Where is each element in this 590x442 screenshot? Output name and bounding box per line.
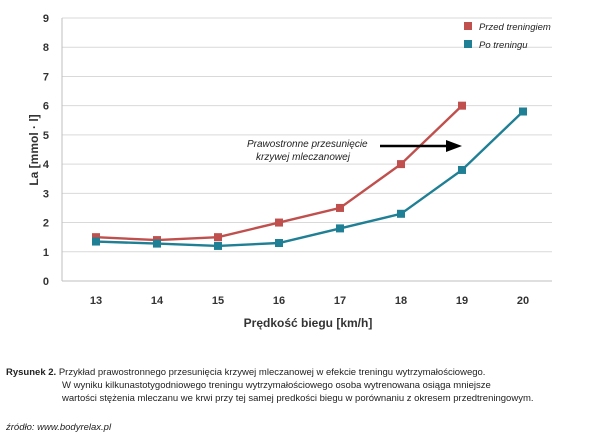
data-point [214,233,222,242]
y-tick-label: 8 [43,42,49,54]
y-axis-label: La [mmol · l] [27,114,41,185]
x-tick-label: 17 [334,295,346,307]
data-point [336,224,344,233]
data-point [275,239,283,248]
source-note: źródło: www.bodyrelax.pl [6,422,112,433]
data-point [92,233,100,242]
data-point [275,218,283,227]
data-point [397,160,405,169]
data-point [153,239,161,248]
data-point [92,237,100,246]
x-tick-label: 15 [212,295,224,307]
x-tick-label: 20 [517,295,529,307]
y-tick-label: 7 [43,71,49,83]
legend-marker-1 [464,40,472,48]
x-axis-label: Prędkość biegu [km/h] [244,316,373,330]
y-tick-label: 5 [43,130,49,142]
caption-line-1: Przykład prawostronnego przesunięcia krz… [58,367,486,378]
series-line-1 [95,110,524,248]
data-point [519,107,527,116]
y-tick-label: 6 [43,101,49,113]
caption-line-3: wartości stężenia mleczanu we krwi przy … [62,393,534,404]
x-tick-label: 19 [456,295,468,307]
y-tick-label: 3 [43,188,49,200]
data-point [214,241,222,250]
data-point [458,165,466,174]
legend: Przed treningiem Po treningu [464,22,551,51]
series-lines [92,101,527,250]
data-point [458,101,466,110]
caption-label: Rysunek 2. [6,367,57,378]
figure-caption: Rysunek 2. Przykład prawostronnego przes… [6,366,586,405]
lactate-curve-chart: 0 1 2 3 4 5 6 7 8 9 13 14 15 16 17 18 19 20 La [mmol · l… [27,13,552,330]
annotation: Prawostronne przesunięcie krzywej mlecza… [247,139,462,163]
legend-label-1: Po treningu [479,40,528,51]
annotation-arrow-head [446,140,462,152]
x-tick-label: 16 [273,295,285,307]
caption-line-2: W wyniku kilkunastotygodniowego treningu… [62,380,491,391]
y-tick-label: 9 [43,13,49,25]
data-point [336,203,344,212]
x-tick-label: 14 [151,295,164,307]
annotation-line-2: krzywej mleczanowej [256,152,351,163]
legend-marker-0 [464,22,472,30]
annotation-line-1: Prawostronne przesunięcie [247,139,368,150]
legend-label-0: Przed treningiem [479,22,551,33]
x-tick-label: 13 [90,295,102,307]
y-tick-label: 2 [43,218,49,230]
x-tick-labels: 13 14 15 16 17 18 19 20 [90,295,529,307]
y-tick-label: 4 [43,159,50,171]
y-tick-label: 1 [43,247,49,259]
y-tick-labels: 0 1 2 3 4 5 6 7 8 9 [43,13,50,288]
x-tick-label: 18 [395,295,407,307]
data-point [397,209,405,218]
y-tick-label: 0 [43,276,49,288]
grid-lines [61,17,552,282]
